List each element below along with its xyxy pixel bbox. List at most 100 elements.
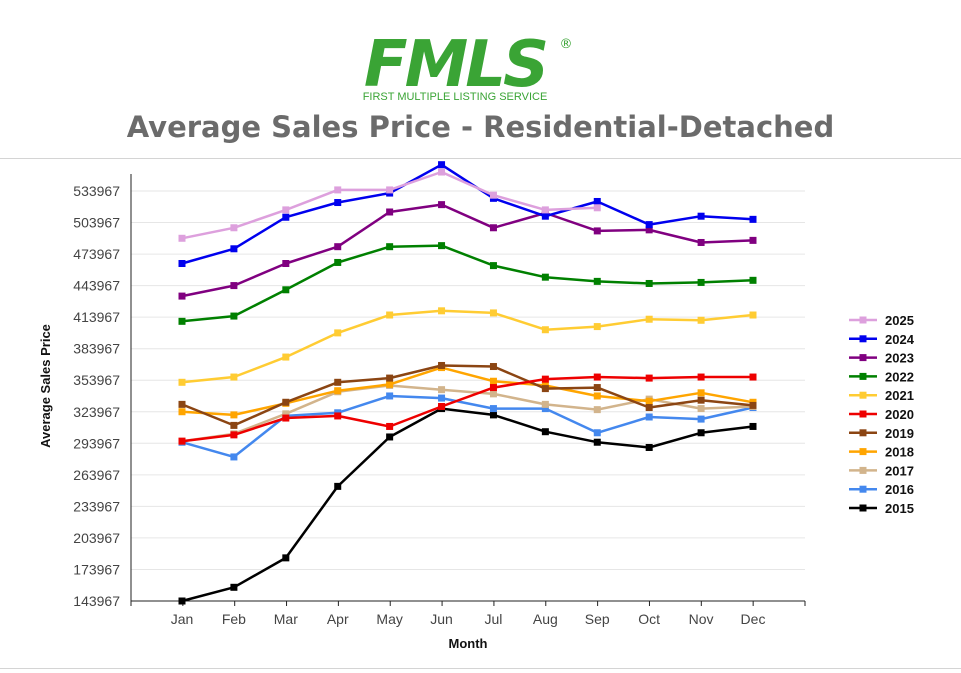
data-point-2020-Oct (645, 374, 653, 382)
data-point-2020-Apr (334, 412, 342, 420)
y-axis-title: Average Sales Price (38, 324, 53, 448)
legend-label-2025: 2025 (885, 313, 914, 328)
x-tick-label: Jul (485, 611, 503, 627)
data-point-2019-Mar (282, 398, 290, 406)
data-point-2024-Oct (645, 221, 653, 229)
data-point-2016-Jul (489, 405, 497, 413)
series-line-2024 (181, 163, 754, 265)
legend-label-2023: 2023 (885, 351, 914, 366)
data-point-2015-Aug (541, 428, 549, 436)
data-point-2017-Jun (438, 386, 446, 394)
data-point-2023-May (386, 208, 394, 216)
series-line-2015 (181, 407, 754, 603)
data-point-2019-Apr (334, 378, 342, 386)
data-point-2015-Dec (749, 422, 757, 430)
data-point-2025-May (386, 186, 394, 194)
data-point-2021-May (386, 311, 394, 319)
y-tick-label: 353967 (73, 372, 120, 388)
data-point-2021-Jun (438, 307, 446, 315)
series-line-2019 (181, 364, 754, 427)
x-tick-label: Dec (741, 611, 766, 627)
series-line-2021 (181, 309, 754, 384)
line-chart: 143967 173967 203967 233967 263967 293967 3239… (38, 161, 915, 651)
fmls-logo: FMLS ® FIRST MULTIPLE LISTING SERVICE (363, 30, 573, 103)
data-point-2017-Nov (697, 405, 705, 413)
data-point-2020-Aug (541, 375, 549, 383)
data-point-2021-Nov (697, 316, 705, 324)
header-divider (0, 158, 961, 159)
data-point-2019-Feb (230, 421, 238, 429)
x-axis-title: Month (449, 636, 488, 651)
y-tick-label: 173967 (73, 561, 120, 577)
data-point-2022-Jun (438, 242, 446, 250)
legend-label-2018: 2018 (885, 445, 914, 460)
fmls-tagline: FIRST MULTIPLE LISTING SERVICE (363, 91, 548, 103)
data-point-2024-Jan (178, 260, 186, 268)
legend-label-2019: 2019 (885, 426, 914, 441)
data-point-2019-Jul (489, 363, 497, 371)
data-point-2017-Sep (593, 406, 601, 414)
data-point-2020-Dec (749, 373, 757, 381)
data-point-2024-Mar (282, 213, 290, 221)
data-point-2023-Oct (645, 226, 653, 234)
data-point-2024-Sep (593, 197, 601, 205)
data-point-2024-Aug (541, 212, 549, 220)
data-point-2016-Nov (697, 415, 705, 423)
y-tick-label: 233967 (73, 498, 120, 514)
x-tick-label: Mar (274, 611, 298, 627)
x-tick-label: Apr (327, 611, 349, 627)
footer-divider (0, 668, 961, 669)
data-point-2018-Jul (489, 377, 497, 385)
y-tick-label: 203967 (73, 530, 120, 546)
series-line-2016 (181, 394, 754, 459)
data-point-2021-Dec (749, 311, 757, 319)
y-tick-label: 143967 (73, 593, 120, 609)
data-point-2025-Jun (438, 168, 446, 176)
data-point-2022-Apr (334, 258, 342, 266)
legend-marker-2016 (859, 485, 867, 493)
data-point-2023-Dec (749, 236, 757, 244)
data-point-2019-Nov (697, 396, 705, 404)
data-point-2021-Jan (178, 378, 186, 386)
data-point-2022-Jul (489, 262, 497, 270)
data-point-2016-Oct (645, 413, 653, 421)
y-tick-label: 263967 (73, 467, 120, 483)
legend-marker-2025 (859, 316, 867, 324)
x-tick-label: Feb (222, 611, 246, 627)
legend-marker-2021 (859, 391, 867, 399)
legend-marker-2015 (859, 504, 867, 512)
data-point-2015-Mar (282, 554, 290, 562)
data-point-2022-Dec (749, 276, 757, 284)
fmls-wordmark: FMLS (364, 30, 546, 102)
x-tick-label: Oct (638, 611, 660, 627)
data-point-2023-Jan (178, 292, 186, 300)
data-point-2025-Aug (541, 206, 549, 214)
data-point-2024-Dec (749, 215, 757, 223)
y-tick-label: 533967 (73, 183, 120, 199)
chart-title: Average Sales Price - Residential-Detach… (126, 110, 835, 144)
data-point-2018-Apr (334, 387, 342, 395)
data-point-2021-Feb (230, 373, 238, 381)
data-point-2018-Jan (178, 408, 186, 416)
data-point-2015-May (386, 433, 394, 441)
data-point-2023-Jul (489, 224, 497, 232)
data-point-2025-Jan (178, 234, 186, 242)
y-tick-label: 413967 (73, 309, 120, 325)
data-point-2020-Jul (489, 384, 497, 392)
data-point-2021-Jul (489, 309, 497, 317)
data-point-2020-Sep (593, 373, 601, 381)
data-point-2015-Apr (334, 482, 342, 490)
data-point-2022-Jan (178, 317, 186, 325)
legend-marker-2017 (859, 466, 867, 474)
legend-marker-2019 (859, 429, 867, 437)
data-point-2025-Apr (334, 186, 342, 194)
data-point-2017-Aug (541, 400, 549, 408)
data-point-2015-Feb (230, 583, 238, 591)
y-tick-label: 473967 (73, 246, 120, 262)
data-point-2023-Sep (593, 227, 601, 235)
series-line-2023 (181, 203, 754, 298)
data-point-2016-Feb (230, 453, 238, 461)
data-point-2015-Sep (593, 438, 601, 446)
y-tick-label: 503967 (73, 215, 120, 231)
data-point-2018-May (386, 380, 394, 388)
